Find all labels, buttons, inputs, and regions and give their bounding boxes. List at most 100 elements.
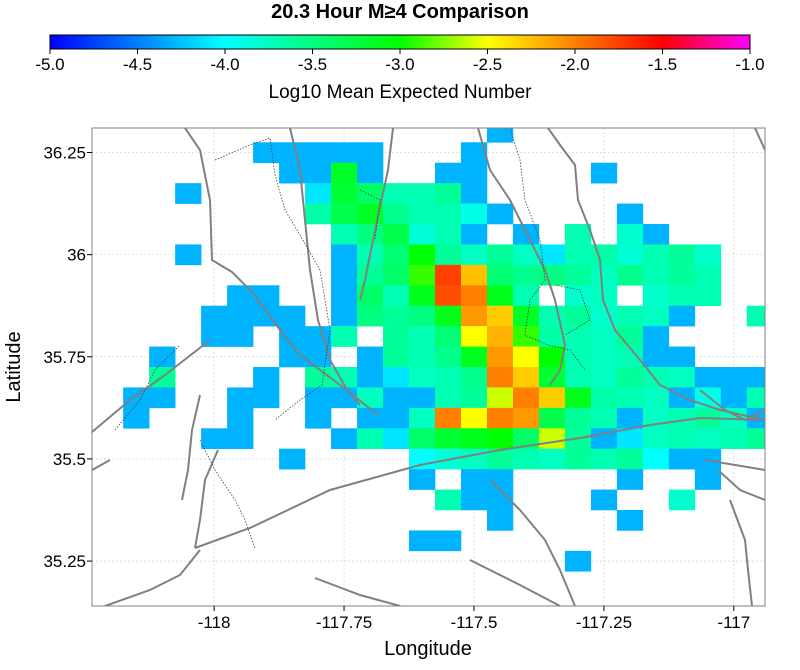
- fault-line: [289, 128, 361, 406]
- heatmap-cell: [460, 183, 488, 204]
- heatmap-cell: [486, 428, 514, 450]
- heatmap-cell: [175, 183, 202, 204]
- heatmap-cell: [175, 244, 202, 266]
- heatmap-cell: [512, 244, 540, 266]
- heatmap-cell: [668, 305, 696, 327]
- heatmap-cell: [279, 346, 306, 368]
- heatmap-cell: [616, 224, 644, 245]
- heatmap-cell: [123, 407, 150, 429]
- heatmap-cell: [331, 428, 358, 450]
- heatmap-cell: [305, 203, 332, 225]
- heatmap-cell: [512, 428, 540, 450]
- heatmap-cell: [590, 367, 618, 388]
- heatmap-cell: [357, 387, 384, 409]
- colorbar-tick-label: -2.5: [473, 55, 502, 74]
- heatmap-cell: [512, 367, 540, 388]
- fault-line: [469, 559, 561, 606]
- heatmap-cell: [201, 428, 228, 450]
- heatmap-cell: [512, 448, 540, 470]
- heatmap-cell: [590, 407, 618, 429]
- heatmap-cell: [434, 387, 462, 409]
- heatmap-cell: [460, 489, 488, 511]
- heatmap-cell: [331, 305, 358, 327]
- heatmap-cell: [460, 203, 488, 225]
- heatmap-cell: [357, 142, 384, 164]
- colorbar-ticks: -5.0 -4.5 -4.0 -3.5 -3.0 -2.5 -2.0 -1.5 -1.0: [35, 49, 765, 74]
- heatmap-cell: [123, 387, 150, 409]
- heatmap-cell: [331, 264, 358, 286]
- fault-line: [92, 339, 211, 433]
- heatmap-cell: [460, 224, 488, 245]
- heatmap-cell: [512, 285, 540, 307]
- heatmap-cell: [694, 264, 722, 286]
- fault-lines: [92, 128, 765, 606]
- heatmap-cell: [538, 367, 566, 388]
- y-tick-label: 35.5: [53, 450, 86, 469]
- heatmap-cell: [460, 305, 488, 327]
- heatmap-cell: [460, 469, 488, 490]
- heatmap-cell: [305, 183, 332, 204]
- heatmap-cell: [305, 367, 332, 388]
- heatmap-cell: [383, 203, 410, 225]
- heatmap-cell: [383, 407, 410, 429]
- heatmap-cell: [409, 305, 436, 327]
- heatmap-cell: [331, 244, 358, 266]
- heatmap-cell: [616, 305, 644, 327]
- heatmap-cell: [383, 244, 410, 266]
- heatmap-cell: [409, 387, 436, 409]
- fault-line: [104, 549, 201, 606]
- heatmap-cell: [409, 530, 436, 552]
- colorbar-label: Log10 Mean Expected Number: [269, 82, 533, 103]
- heatmap-cell: [305, 346, 332, 368]
- heatmap-cell: [357, 264, 384, 286]
- heatmap-cell: [538, 305, 566, 327]
- heatmap-cell: [409, 469, 436, 490]
- heatmap-cell: [616, 428, 644, 450]
- heatmap-cell: [616, 346, 644, 368]
- heatmap-cell: [694, 367, 722, 388]
- heatmap-cell: [383, 285, 410, 307]
- heatmap-cell: [409, 244, 436, 266]
- heatmap-cell: [694, 469, 722, 490]
- heatmap-cell: [694, 244, 722, 266]
- colorbar-tick-label: -1.0: [735, 55, 764, 74]
- heatmap-cell: [773, 408, 799, 429]
- colorbar-tick-label: -4.0: [210, 55, 239, 74]
- dotted-boundary: [359, 189, 381, 241]
- heatmap-cell: [486, 367, 514, 388]
- heatmap-cell: [434, 489, 462, 511]
- heatmap-cell: [564, 264, 592, 286]
- heatmap-cell: [227, 305, 254, 327]
- colorbar: [49, 34, 751, 50]
- heatmap-cell: [668, 448, 696, 470]
- heatmap-cell: [642, 224, 670, 245]
- heatmap-cell: [590, 264, 618, 286]
- heatmap-cell: [460, 285, 488, 307]
- heatmap-cell: [538, 448, 566, 470]
- heatmap-cell: [694, 428, 722, 450]
- heatmap-cell: [409, 285, 436, 307]
- heatmap-cell: [434, 326, 462, 347]
- plot-frame: [91, 127, 766, 607]
- fault-line: [489, 479, 576, 606]
- heatmap-cell: [460, 407, 488, 429]
- fault-line: [704, 459, 765, 471]
- heatmap-cell: [357, 407, 384, 429]
- heatmap-cell: [694, 285, 722, 307]
- x-tick-label: -118: [198, 613, 231, 632]
- y-tick-label: 35.75: [43, 348, 86, 367]
- heatmap-cell: [460, 142, 488, 164]
- heatmap-cell: [253, 142, 280, 164]
- heatmap-cell: [383, 183, 410, 204]
- heatmap-cell: [486, 407, 514, 429]
- heatmap-cell: [564, 346, 592, 368]
- heatmap-cell: [305, 387, 332, 409]
- heatmap-cell: [642, 326, 670, 347]
- heatmap-cell: [383, 387, 410, 409]
- heatmap-cell: [460, 448, 488, 470]
- heatmap-cell: [512, 407, 540, 429]
- heatmap-cell: [357, 305, 384, 327]
- heatmap-cell: [460, 346, 488, 368]
- heatmap-cell: [486, 448, 514, 470]
- heatmap-cell: [668, 407, 696, 429]
